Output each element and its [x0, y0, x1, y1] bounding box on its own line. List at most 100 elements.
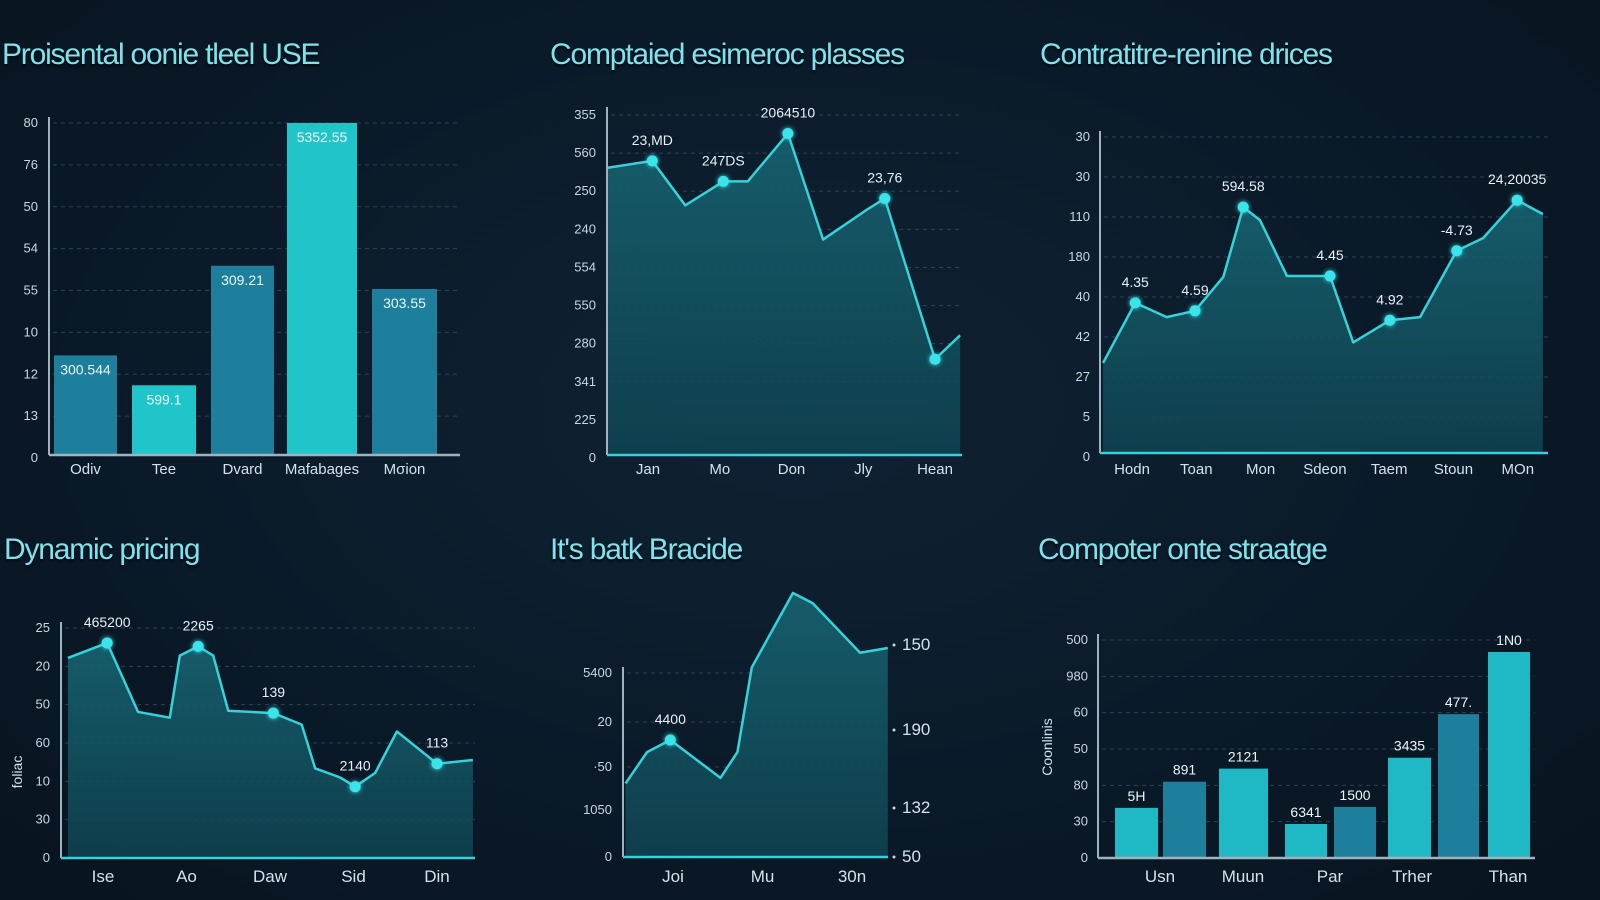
- y2-tick-mark: [892, 855, 896, 859]
- x-category-label: Din: [424, 867, 450, 886]
- chart-title-1: Proisental oonie tleel USE: [2, 38, 321, 71]
- data-point-marker[interactable]: [717, 175, 729, 187]
- y-tick-label: 40: [1076, 289, 1090, 304]
- data-point-label: -4.73: [1441, 222, 1473, 238]
- x-category-label: Hodn: [1114, 461, 1150, 478]
- data-point-marker[interactable]: [1511, 194, 1523, 206]
- x-category-label: Par: [1317, 867, 1344, 886]
- chart-title-5: It's batk Bracide: [550, 533, 743, 566]
- y-tick-label: 27: [1076, 369, 1090, 384]
- data-point-marker[interactable]: [1384, 314, 1396, 326]
- y-tick-label: 554: [574, 259, 596, 274]
- y-tick-label: 355: [574, 107, 596, 122]
- data-point-label: 4.59: [1181, 282, 1208, 298]
- y2-tick-label: 132: [902, 798, 930, 817]
- data-point-marker[interactable]: [782, 128, 794, 140]
- y-tick-label: 30: [1074, 814, 1088, 829]
- data-point-label: 113: [426, 735, 449, 751]
- y-tick-label: 5400: [583, 665, 612, 680]
- x-category-label: Usn: [1145, 867, 1175, 886]
- y-tick-label: 110: [1069, 209, 1090, 224]
- y-tick-label: 54: [24, 241, 38, 256]
- y-tick-label: 50: [1074, 741, 1088, 756]
- y2-tick-label: 150: [902, 635, 930, 654]
- data-point-marker[interactable]: [101, 637, 113, 649]
- x-category-label: Toan: [1180, 461, 1213, 478]
- bar-data-label: 303.55: [383, 295, 426, 311]
- x-category-label: Sdeon: [1303, 461, 1346, 478]
- y-tick-label: 20: [598, 714, 612, 729]
- x-category-label: Mafabages: [285, 461, 359, 478]
- y2-tick-label: 190: [902, 720, 930, 739]
- data-point-marker[interactable]: [267, 707, 279, 719]
- bar: [1115, 807, 1158, 858]
- data-point-label: 23,76: [867, 170, 902, 186]
- x-category-label: Jan: [636, 461, 660, 478]
- bar-data-label: 599.1: [146, 391, 181, 407]
- x-category-label: Jly: [854, 461, 873, 478]
- y-tick-label: 560: [574, 145, 596, 160]
- y-tick-label: 30: [36, 812, 50, 827]
- x-category-label: Trher: [1392, 867, 1432, 886]
- data-point-label: 4400: [655, 711, 686, 727]
- y2-tick-mark: [892, 806, 896, 810]
- chart-1: 0 13 12 10 55 54 50 76 80 300.544 599.1 309.21 5352.…: [24, 115, 460, 478]
- data-point-label: 247DS: [702, 152, 745, 168]
- data-point-marker[interactable]: [1324, 270, 1336, 282]
- series-line: [1101, 198, 1544, 364]
- bar-data-label: 309.21: [221, 272, 264, 288]
- y-axis-label: foliac: [9, 756, 25, 789]
- y-tick-label: 76: [24, 157, 38, 172]
- x-category-label: Joi: [662, 867, 684, 886]
- y-tick-label: 980: [1066, 668, 1088, 683]
- y-tick-label: 50: [36, 697, 50, 712]
- data-point-marker[interactable]: [664, 734, 676, 746]
- y-tick-label: 5: [1083, 409, 1090, 424]
- y-tick-label: 0: [605, 849, 612, 864]
- data-point-label: 594.58: [1222, 178, 1265, 194]
- data-point-marker[interactable]: [349, 781, 361, 793]
- area-fill: [1103, 200, 1543, 453]
- x-category-label: Tee: [152, 461, 176, 478]
- data-point-marker[interactable]: [929, 353, 941, 365]
- data-point-marker[interactable]: [431, 758, 443, 770]
- bar-data-label: 5352.55: [297, 129, 348, 145]
- x-category-label: Mu: [751, 867, 775, 886]
- y-tick-label: 12: [24, 366, 38, 381]
- y-axis-label: Coonlinis: [1039, 718, 1055, 776]
- y-tick-label: ·50: [593, 759, 612, 774]
- data-point-marker[interactable]: [1237, 201, 1249, 213]
- x-category-label: Mon: [1246, 461, 1275, 478]
- bar: [54, 355, 117, 455]
- y-tick-label: 60: [1074, 705, 1088, 720]
- bar: [287, 123, 357, 455]
- x-category-label: Dvard: [222, 461, 262, 478]
- x-category-label: Odiv: [70, 461, 101, 478]
- y-tick-label: 1050: [583, 802, 612, 817]
- x-category-label: Ao: [176, 867, 197, 886]
- y-tick-label: 10: [36, 773, 50, 788]
- data-point-marker[interactable]: [879, 193, 891, 204]
- data-point-marker[interactable]: [1451, 245, 1463, 257]
- bar-data-label: 6341: [1290, 804, 1321, 820]
- x-category-label: Hean: [917, 461, 953, 478]
- y-tick-label: 0: [1081, 850, 1088, 865]
- x-category-label: 30n: [838, 867, 866, 886]
- data-point-label: 4.45: [1316, 247, 1343, 263]
- data-point-marker[interactable]: [192, 640, 204, 652]
- y-tick-label: 341: [574, 374, 596, 389]
- y-tick-label: 0: [589, 450, 596, 465]
- data-point-label: 2140: [340, 758, 371, 774]
- y-tick-label: 225: [574, 412, 596, 427]
- data-point-label: 24,20035: [1488, 171, 1547, 187]
- chart-2: 0 225 341 280 550 554 240 250 560 355 23,MD 247DS 20…: [574, 105, 962, 478]
- y-tick-label: 20: [36, 658, 50, 673]
- bar-data-label: 1N0: [1496, 632, 1522, 648]
- y-tick-label: 80: [24, 115, 38, 130]
- x-category-label: Taem: [1371, 461, 1408, 478]
- data-point-marker[interactable]: [1129, 297, 1141, 309]
- data-point-marker[interactable]: [646, 155, 658, 167]
- x-category-label: Than: [1489, 867, 1528, 886]
- data-point-marker[interactable]: [1189, 305, 1201, 317]
